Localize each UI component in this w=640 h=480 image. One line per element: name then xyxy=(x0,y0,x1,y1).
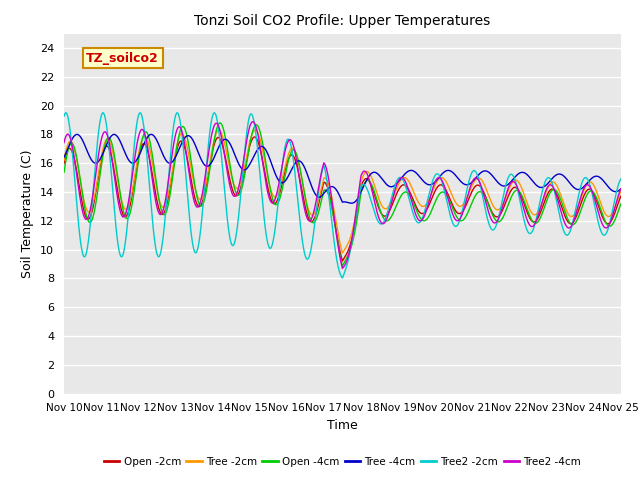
Text: TZ_soilco2: TZ_soilco2 xyxy=(86,51,159,65)
Title: Tonzi Soil CO2 Profile: Upper Temperatures: Tonzi Soil CO2 Profile: Upper Temperatur… xyxy=(195,14,490,28)
Legend: Open -2cm, Tree -2cm, Open -4cm, Tree -4cm, Tree2 -2cm, Tree2 -4cm: Open -2cm, Tree -2cm, Open -4cm, Tree -4… xyxy=(100,453,585,471)
X-axis label: Time: Time xyxy=(327,419,358,432)
Y-axis label: Soil Temperature (C): Soil Temperature (C) xyxy=(22,149,35,278)
